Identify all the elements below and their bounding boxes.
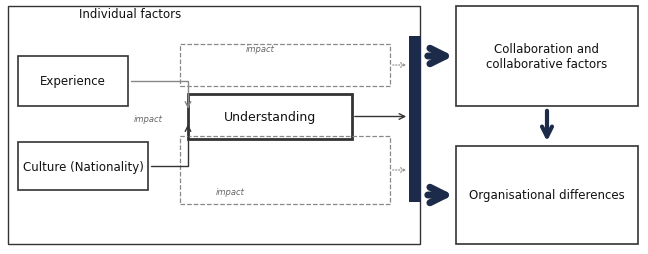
Bar [188, 95, 352, 139]
Bar [8, 7, 420, 244]
Text: Individual factors: Individual factors [79, 8, 181, 21]
Bar [409, 37, 421, 202]
Text: impact: impact [133, 115, 163, 124]
Bar [456, 7, 638, 107]
Text: impact: impact [246, 44, 275, 53]
Bar [456, 146, 638, 244]
Bar [180, 45, 390, 87]
Text: Experience: Experience [40, 75, 106, 88]
Text: Organisational differences: Organisational differences [469, 189, 625, 202]
Bar [18, 142, 148, 190]
Bar [180, 136, 390, 204]
Text: Collaboration and
collaborative factors: Collaboration and collaborative factors [487, 43, 608, 71]
Text: Culture (Nationality): Culture (Nationality) [23, 160, 143, 173]
Text: impact: impact [216, 188, 244, 197]
Bar [18, 57, 128, 107]
Text: Understanding: Understanding [224, 110, 316, 123]
